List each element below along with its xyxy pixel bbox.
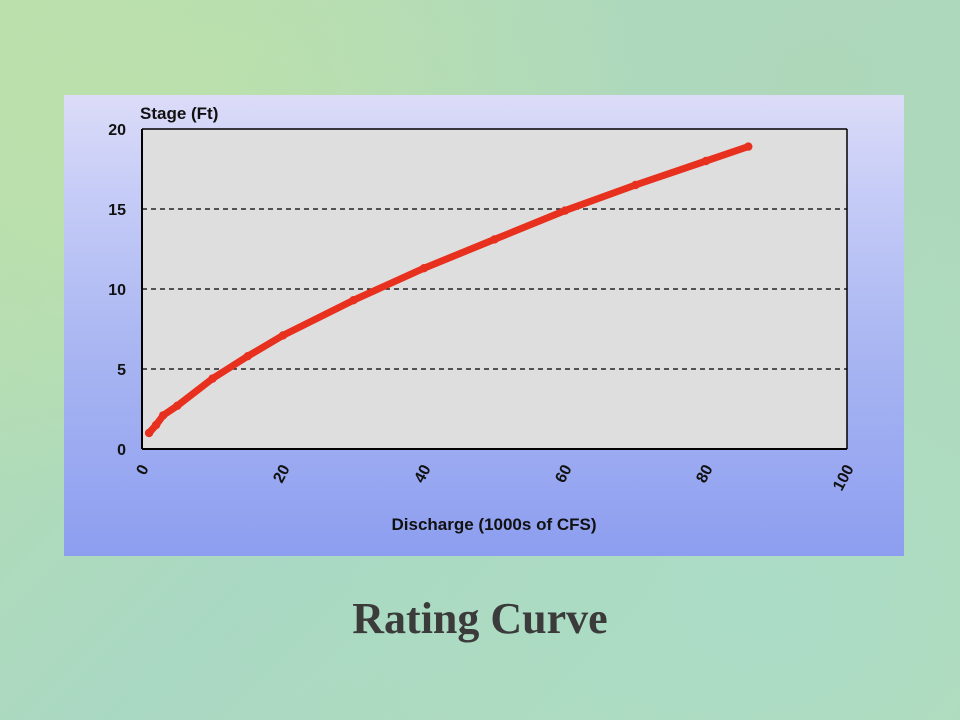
- x-tick-label: 20: [270, 462, 293, 486]
- y-tick-label: 5: [117, 362, 126, 379]
- y-tick-labels: 0 5 10 15 20: [108, 122, 126, 459]
- slide-title: Rating Curve: [352, 594, 608, 643]
- data-point: [349, 296, 358, 305]
- y-tick-label: 20: [108, 122, 126, 139]
- data-point: [744, 142, 753, 151]
- x-axis-label: Discharge (1000s of CFS): [391, 515, 596, 534]
- series-layer: [144, 142, 753, 438]
- data-point: [560, 206, 570, 215]
- data-point: [144, 428, 154, 438]
- x-tick-label: 60: [552, 462, 575, 486]
- data-point: [173, 401, 182, 410]
- y-tick-label: 15: [108, 202, 126, 219]
- y-axis-label: Stage (Ft): [140, 104, 218, 123]
- data-point: [701, 156, 711, 166]
- data-point: [278, 331, 288, 340]
- x-tick-labels: 0 20 40 60 80 100: [134, 462, 858, 494]
- data-point: [151, 420, 161, 430]
- gridlines: [142, 208, 847, 370]
- x-tick-label: 80: [693, 462, 716, 486]
- data-point: [243, 352, 252, 361]
- y-tick-label: 0: [117, 442, 126, 459]
- chart-panel: 0 5 10 15 20 0 20 40 60 80 100 Stage (Ft) Dischar…: [64, 95, 904, 556]
- data-point: [490, 235, 499, 244]
- data-point: [158, 411, 168, 420]
- y-tick-label: 10: [108, 282, 126, 299]
- x-tick-label: 100: [830, 462, 858, 494]
- data-point: [631, 180, 640, 190]
- rating-curve-chart: 0 5 10 15 20 0 20 40 60 80 100 Stage (Ft) Dischar…: [108, 104, 858, 534]
- x-tick-label: 40: [411, 462, 434, 486]
- data-point: [208, 374, 217, 383]
- x-tick-label: 0: [134, 462, 153, 478]
- data-point: [419, 264, 429, 273]
